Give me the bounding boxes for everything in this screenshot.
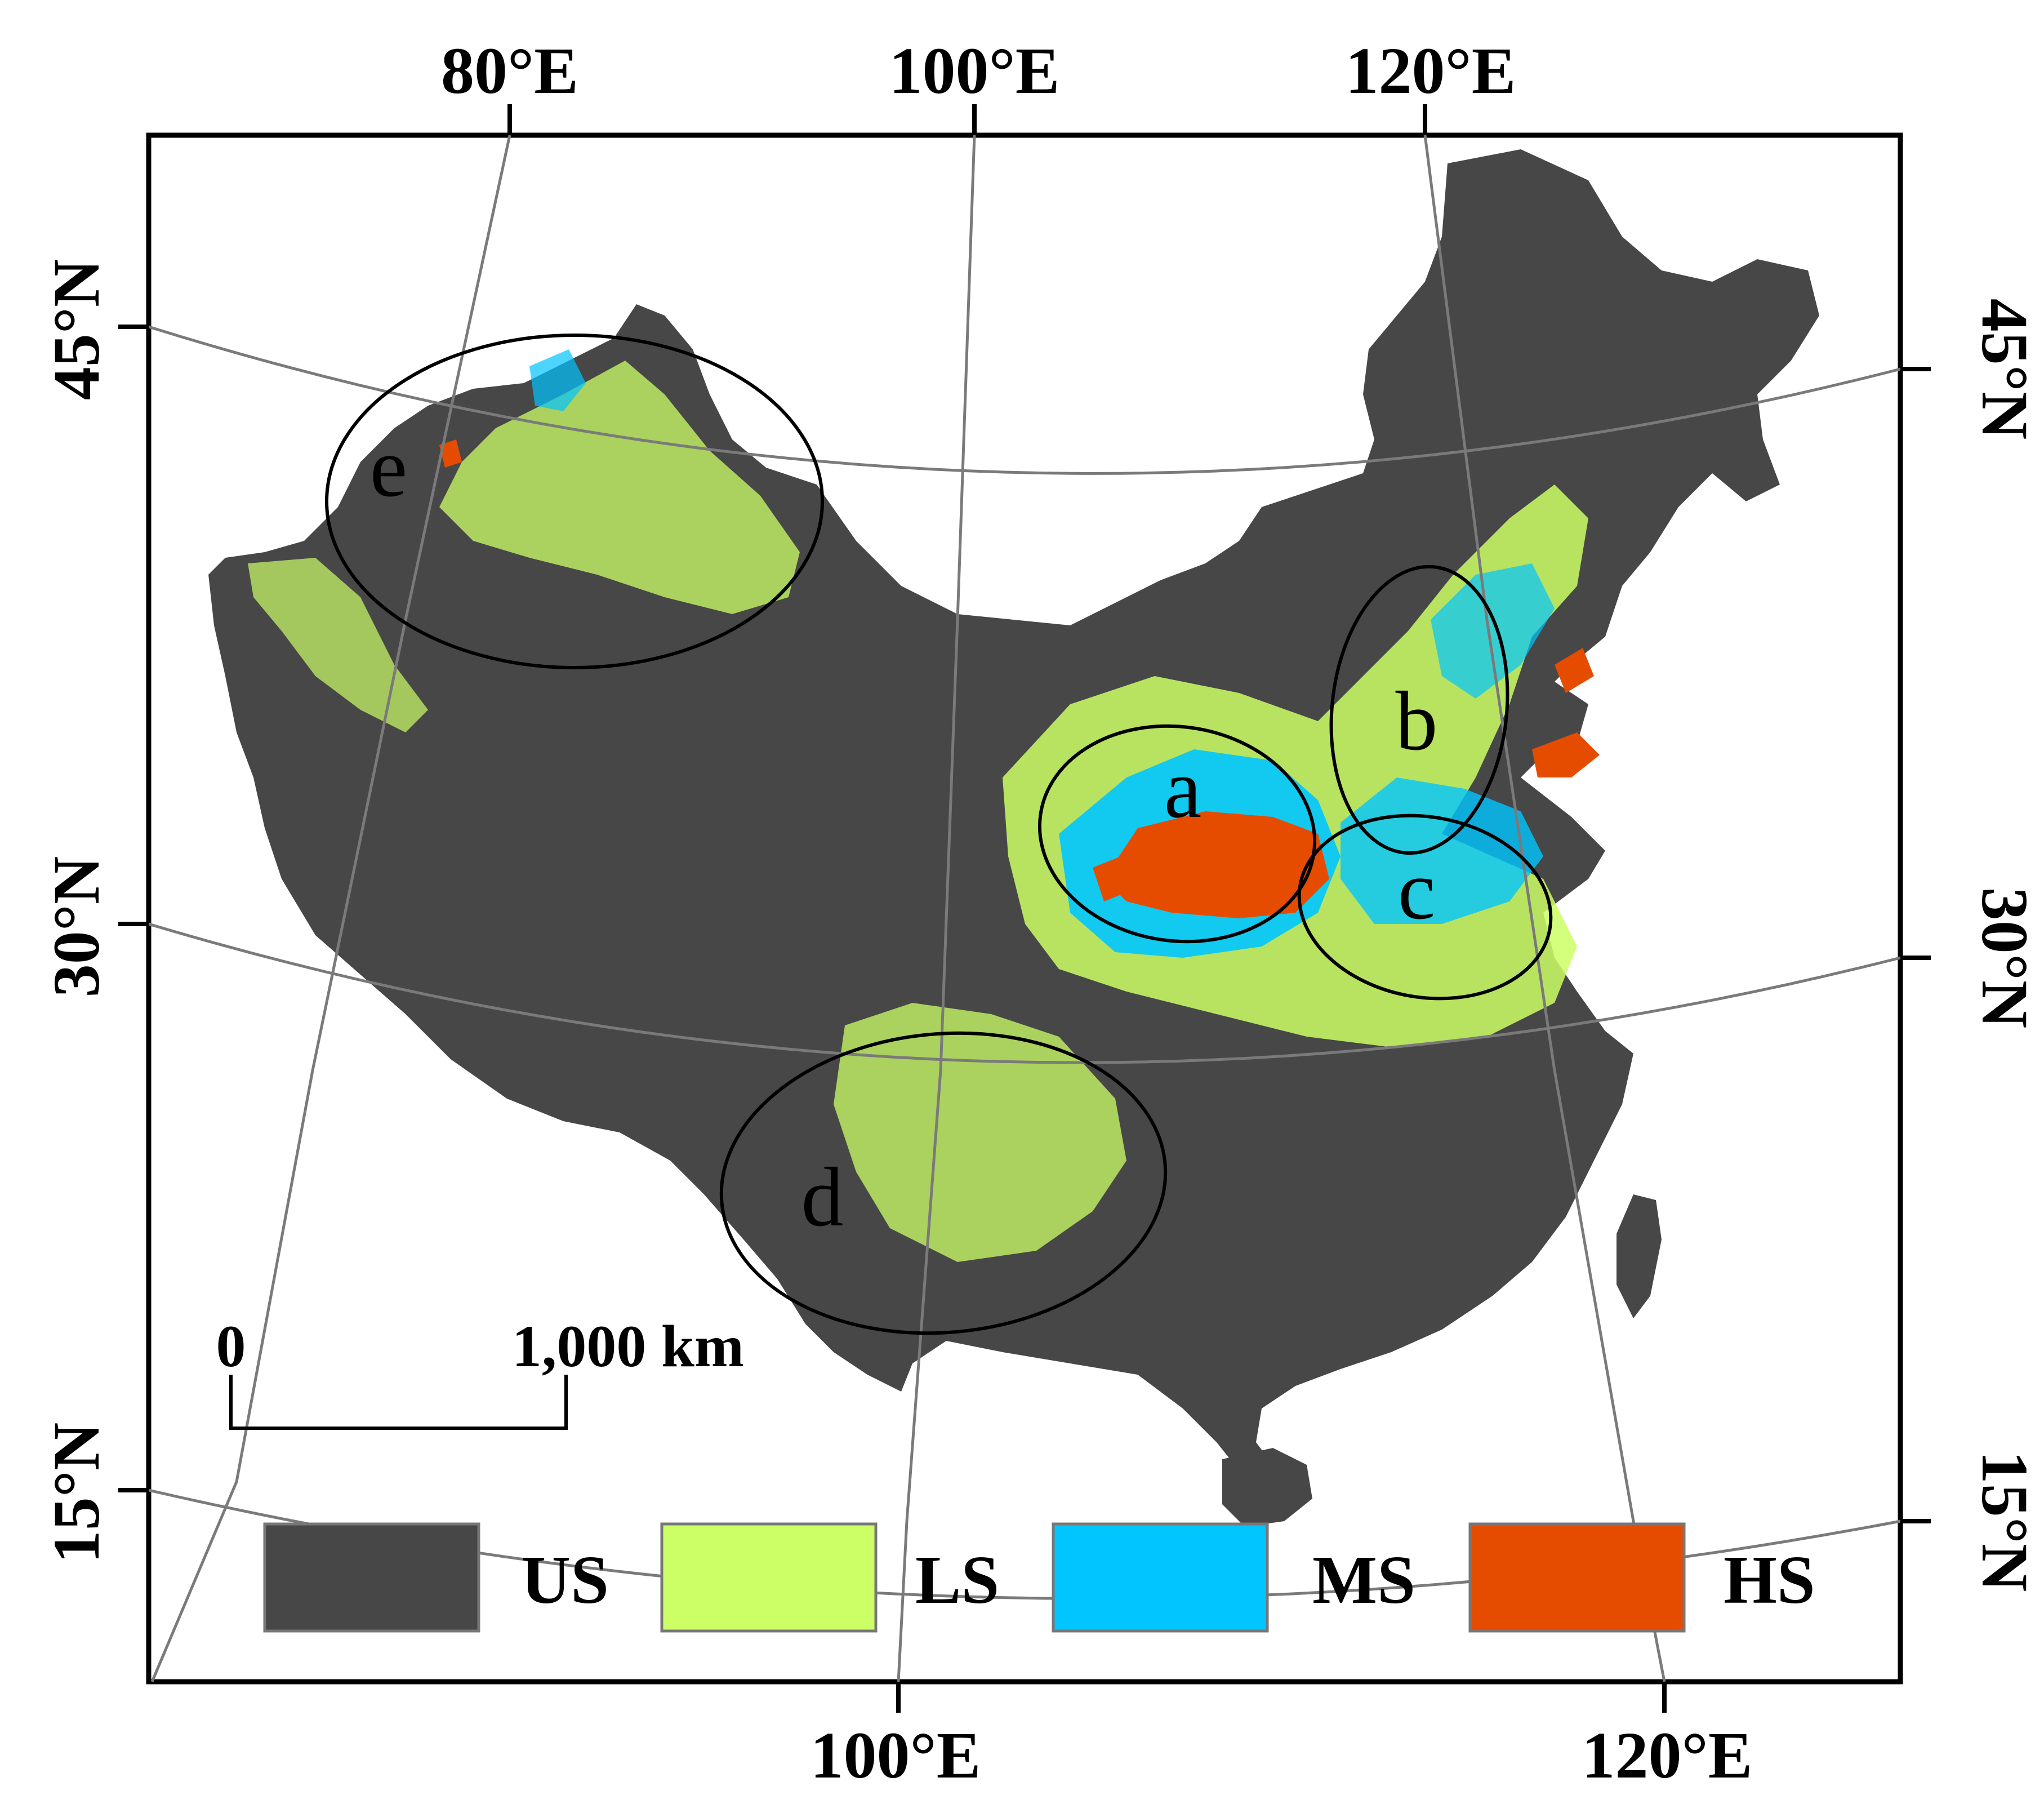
hainan-island bbox=[1222, 1448, 1312, 1527]
top-lon-label-100e: 100°E bbox=[889, 34, 1060, 108]
meridian-80e bbox=[150, 135, 511, 1682]
region-label-b: b bbox=[1396, 674, 1438, 768]
susceptibility-overlay bbox=[248, 349, 1600, 1262]
hs-area-west-sichuan bbox=[1093, 856, 1132, 901]
bottom-lon-label-120e: 120°E bbox=[1582, 1718, 1753, 1792]
left-lat-label-15n: 15°N bbox=[39, 1423, 113, 1563]
top-lon-label-80e: 80°E bbox=[441, 34, 578, 108]
ls-area-tarim-rim bbox=[248, 558, 428, 732]
legend-swatch-hs bbox=[1468, 1522, 1686, 1633]
right-lat-label-15n: 15°N bbox=[1968, 1451, 2042, 1592]
ls-area-southwest bbox=[834, 1003, 1126, 1262]
region-label-e: e bbox=[370, 421, 408, 514]
parallel-30n bbox=[148, 922, 1901, 1064]
scale-bar-start: 0 bbox=[216, 1313, 246, 1379]
right-lat-label-30n: 30°N bbox=[1968, 887, 2042, 1028]
hs-area-xinjiang bbox=[439, 439, 462, 468]
legend-label-ls: LS bbox=[915, 1542, 999, 1618]
hs-area-sichuan bbox=[1104, 811, 1329, 918]
region-label-a: a bbox=[1164, 742, 1202, 836]
scale-bar: 0 1,000 km bbox=[216, 1313, 744, 1430]
region-ellipse-d bbox=[719, 1031, 1168, 1335]
region-ellipse-e bbox=[325, 334, 824, 669]
scale-bar-end: 1,000 km bbox=[512, 1313, 744, 1379]
ls-area-northwest bbox=[439, 361, 800, 614]
right-lat-label-45n: 45°N bbox=[1968, 299, 2042, 439]
region-label-c: c bbox=[1398, 843, 1436, 937]
region-ellipse-c bbox=[1297, 814, 1553, 1001]
scale-bar-line bbox=[229, 1375, 568, 1430]
frame-ticks bbox=[118, 104, 1931, 1713]
region-label-d: d bbox=[801, 1150, 844, 1244]
hs-area-shandong bbox=[1532, 732, 1600, 777]
legend-label-ms: MS bbox=[1312, 1542, 1415, 1618]
bottom-lon-label-100e: 100°E bbox=[811, 1718, 981, 1792]
meridian-100e bbox=[897, 135, 976, 1682]
legend-swatch-us bbox=[263, 1522, 480, 1633]
hs-area-bohai bbox=[1555, 648, 1594, 693]
ms-area-north bbox=[1431, 563, 1555, 699]
left-lat-label-30n: 30°N bbox=[39, 856, 113, 997]
legend-swatch-ls bbox=[660, 1522, 878, 1633]
taiwan-island bbox=[1617, 1194, 1662, 1318]
parallel-45n bbox=[148, 325, 1901, 475]
legend-label-us: US bbox=[521, 1542, 609, 1618]
legend: US LS MS HS bbox=[263, 1522, 1815, 1633]
ms-area-northwest bbox=[529, 349, 586, 411]
ms-area-east bbox=[1341, 777, 1543, 924]
region-ellipse-b bbox=[1329, 565, 1509, 855]
legend-label-hs: HS bbox=[1724, 1542, 1815, 1618]
top-lon-label-120e: 120°E bbox=[1346, 34, 1516, 108]
legend-swatch-ms bbox=[1052, 1522, 1269, 1633]
left-lat-label-45n: 45°N bbox=[39, 259, 113, 400]
